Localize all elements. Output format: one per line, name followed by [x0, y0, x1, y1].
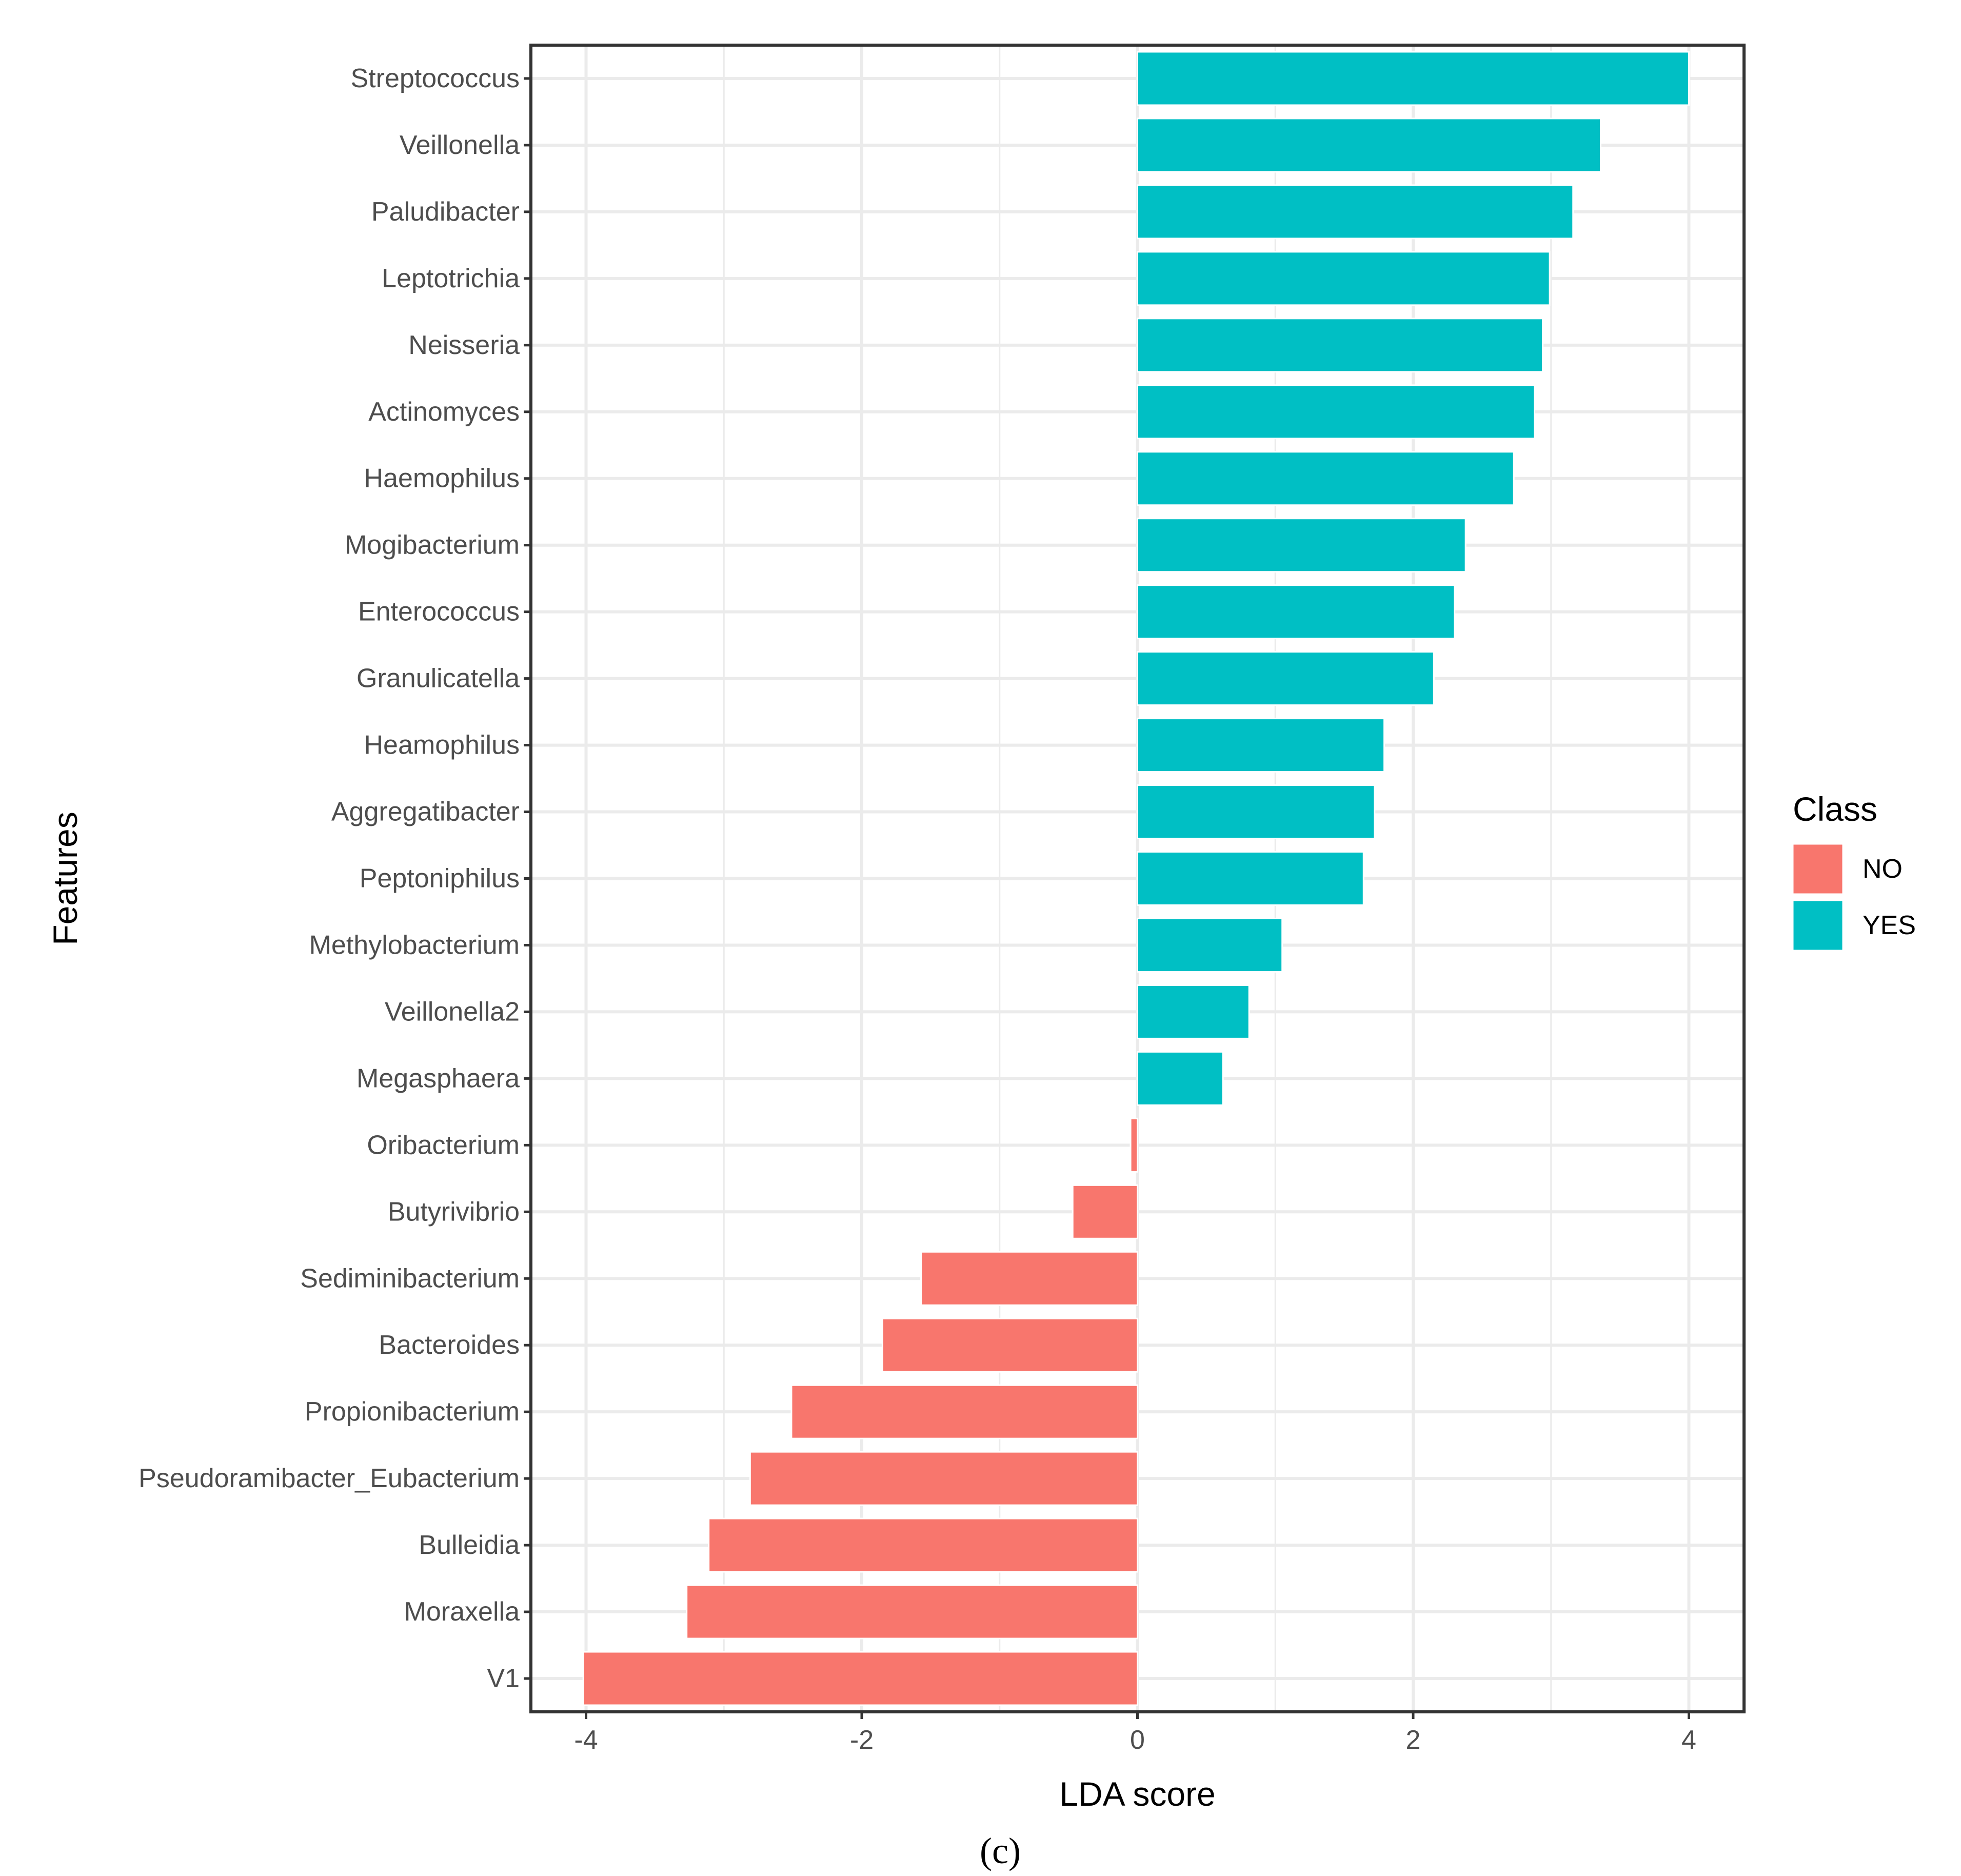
y-tick-label: Bacteroides [379, 1330, 520, 1360]
x-tick-label: 4 [1681, 1725, 1696, 1755]
bar-aggregatibacter [1137, 784, 1376, 840]
y-tick-label: Mogibacterium [345, 530, 520, 560]
bar-veillonella2 [1137, 984, 1250, 1039]
y-tick-label: V1 [487, 1664, 520, 1693]
y-tick-label: Propionibacterium [305, 1397, 520, 1427]
bar-propionibacterium [790, 1384, 1138, 1439]
legend-key-no [1792, 843, 1844, 895]
x-tick-label: -4 [574, 1725, 598, 1755]
bar-actinomyces [1137, 384, 1535, 440]
y-tick-label: Veillonella2 [385, 997, 520, 1026]
bar-pseudoramibacter-eubacterium [749, 1451, 1138, 1506]
y-tick-label: Neisseria [408, 330, 520, 360]
bar-leptotrichia [1137, 251, 1551, 306]
legend-label-no: NO [1863, 854, 1903, 884]
y-tick-label: Veillonella [400, 130, 520, 160]
bar-moraxella [686, 1584, 1138, 1640]
legend-key-yes [1792, 899, 1844, 952]
legend: Class NO YES [1792, 790, 1916, 952]
bar-mogibacterium [1137, 518, 1467, 573]
y-tick-label: Pseudoramibacter_Eubacterium [138, 1464, 520, 1493]
y-tick-label: Paludibacter [371, 197, 520, 227]
y-tick-label: Peptoniphilus [360, 864, 520, 894]
y-axis-title: Features [46, 812, 84, 945]
y-tick-label: Enterococcus [358, 597, 520, 627]
bar-haemophilus [1137, 451, 1515, 506]
y-tick-label: Bulleidia [419, 1530, 520, 1560]
legend-label-yes: YES [1863, 911, 1916, 940]
bar-butyrivibrio [1072, 1184, 1138, 1239]
figure-caption: (c) [980, 1830, 1021, 1871]
bar-methylobacterium [1137, 917, 1283, 973]
bar-bacteroides [881, 1317, 1138, 1373]
bar-paludibacter [1137, 184, 1574, 240]
x-tick-label: 2 [1406, 1725, 1421, 1755]
y-tick-label: Moraxella [404, 1597, 520, 1627]
bar-sediminibacterium [920, 1251, 1138, 1306]
x-tick-label: 0 [1130, 1725, 1145, 1755]
y-tick-label: Streptococcus [351, 64, 520, 93]
y-tick-label: Heamophilus [364, 730, 520, 760]
y-tick-label: Sediminibacterium [300, 1263, 520, 1293]
x-axis-ticks: -4 -2 0 2 4 [574, 1712, 1696, 1755]
bar-neisseria [1137, 318, 1544, 373]
y-tick-label: Butyrivibrio [388, 1197, 520, 1227]
x-tick-label: -2 [850, 1725, 874, 1755]
y-tick-label: Megasphaera [356, 1063, 520, 1093]
y-axis-ticks: Streptococcus Veillonella Paludibacter Lept… [138, 64, 531, 1693]
bar-oribacterium [1130, 1117, 1138, 1173]
y-tick-label: Aggregatibacter [331, 797, 520, 827]
bar-bulleidia [708, 1517, 1138, 1573]
y-tick-label: Methylobacterium [309, 930, 520, 960]
legend-title: Class [1793, 790, 1877, 828]
bar-v1 [582, 1651, 1138, 1706]
bar-peptoniphilus [1137, 851, 1364, 906]
y-tick-label: Granulicatella [356, 664, 520, 694]
y-tick-label: Leptotrichia [382, 264, 520, 293]
bar-enterococcus [1137, 584, 1456, 640]
bar-veillonella [1137, 117, 1601, 173]
bar-granulicatella [1137, 651, 1435, 706]
bars [582, 51, 1690, 1706]
bar-megasphaera [1137, 1051, 1224, 1106]
bar-streptococcus [1137, 51, 1690, 106]
x-axis-title: LDA score [1059, 1775, 1215, 1813]
y-tick-label: Actinomyces [368, 397, 520, 427]
y-tick-label: Haemophilus [364, 464, 520, 493]
y-tick-label: Oribacterium [367, 1130, 520, 1160]
bar-heamophilus [1137, 718, 1385, 773]
